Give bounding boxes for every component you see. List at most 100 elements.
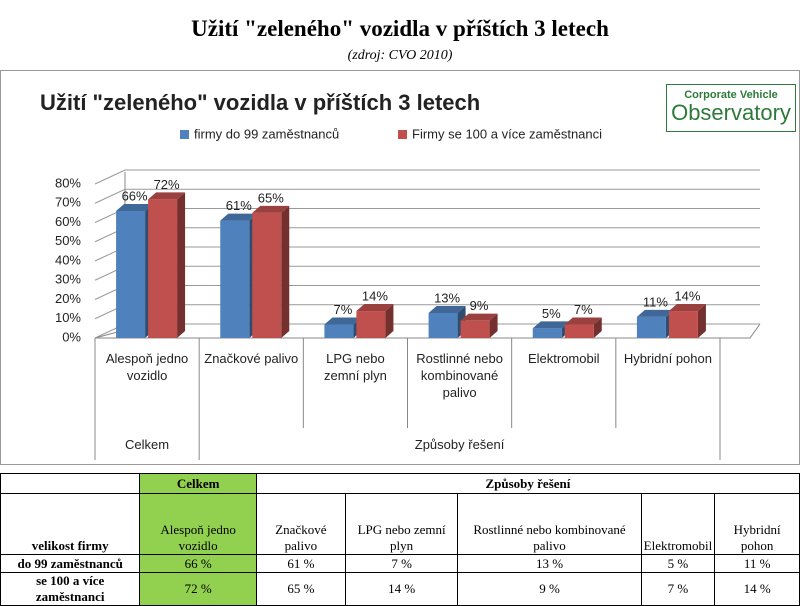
table-cell: 14 % <box>344 572 459 606</box>
legend-swatch <box>180 130 189 139</box>
bar-top <box>564 317 602 325</box>
y-tick-label: 30% <box>55 272 81 287</box>
bar-top <box>668 304 706 312</box>
bar <box>116 210 146 338</box>
column-header: velikost firmy <box>0 493 141 555</box>
bar-top <box>252 205 290 213</box>
column-header: LPG nebo zemní plyn <box>344 493 459 555</box>
y-tick-label: 20% <box>55 291 81 306</box>
logo: Corporate Vehicle Observatory <box>666 84 796 132</box>
column-header: Značkové palivo <box>255 493 346 555</box>
bar-top <box>116 203 154 211</box>
x-tick-label: Alespoň jedno vozidlo <box>105 351 189 383</box>
grid-line <box>94 208 760 223</box>
bar-top <box>636 309 674 317</box>
x-tick-label: LPG nebo zemní plyn <box>323 351 387 383</box>
grid-line <box>94 188 760 204</box>
source: (zdroj: CVO 2010) <box>347 48 453 63</box>
y-tick-label: 60% <box>55 214 81 229</box>
table-cell: 7 % <box>640 572 716 606</box>
x-tick-label: Rostlinné nebo kombinované palivo <box>416 351 503 400</box>
bar <box>636 316 666 338</box>
data-label: 66% <box>122 188 148 203</box>
group-label: Celkem <box>125 437 170 452</box>
bar-side <box>489 313 498 338</box>
data-label: 61% <box>226 198 252 213</box>
bar <box>460 320 490 338</box>
bar-top <box>148 192 186 200</box>
grid-line <box>94 246 760 262</box>
legend-label: Firmy se 100 a více zaměstnanci <box>412 126 602 141</box>
page-title: Užití "zeleného" vozidla v příštích 3 le… <box>191 16 609 41</box>
bar <box>428 312 458 338</box>
bar-top <box>532 321 570 329</box>
table-cell: 5 % <box>640 554 716 573</box>
bar <box>148 199 178 338</box>
y-tick-label: 70% <box>55 195 81 210</box>
data-label: 13% <box>434 290 460 305</box>
bar-side <box>385 304 394 338</box>
bar-top <box>428 305 466 313</box>
table-cell: 11 % <box>714 554 800 573</box>
floor <box>95 323 761 339</box>
table-header: Celkem <box>139 473 257 494</box>
logo-line: Corporate Vehicle <box>684 89 778 101</box>
bar-side <box>697 304 706 338</box>
bar <box>668 311 698 338</box>
y-tick-label: 50% <box>55 233 81 248</box>
column-header: Hybridní pohon <box>714 493 800 555</box>
grid-line <box>94 169 760 185</box>
table-cell: 9 % <box>457 572 642 606</box>
y-tick-label: 10% <box>55 310 81 325</box>
y-tick-label: 80% <box>55 175 81 190</box>
bar <box>220 220 250 338</box>
table-cell: 66 % <box>139 554 257 573</box>
table-cell: 7 % <box>344 554 459 573</box>
row-header: do 99 zaměstnanců <box>0 554 141 573</box>
group-label: Způsoby řešení <box>414 437 505 452</box>
row-header: se 100 a více zaměstnanci <box>0 572 141 606</box>
data-label: 7% <box>334 302 353 317</box>
grid-line <box>94 265 760 281</box>
y-tick-label: 0% <box>62 329 81 344</box>
table-cell: 72 % <box>139 572 257 606</box>
chart-title: Užití "zeleného" vozidla v příštích 3 le… <box>40 90 480 115</box>
data-label: 5% <box>542 306 561 321</box>
bar <box>356 311 386 338</box>
y-tick-label: 40% <box>55 252 81 267</box>
column-header: Elektromobil <box>640 493 716 555</box>
data-label: 14% <box>674 288 700 303</box>
grid-line <box>94 227 760 243</box>
bar-side <box>177 192 186 338</box>
legend-label: firmy do 99 zaměstnanců <box>194 126 339 141</box>
empty-cell <box>0 473 141 494</box>
data-label: 14% <box>362 288 388 303</box>
chart: Užití "zeleného" vozidla v příštích 3 le… <box>40 90 761 460</box>
table-cell: 14 % <box>714 572 800 606</box>
table-header: Způsoby řešení <box>255 473 800 494</box>
table-cell: 61 % <box>255 554 346 573</box>
x-tick-label: Hybridní pohon <box>623 351 712 366</box>
bar-top <box>356 304 394 312</box>
column-header: Rostlinné nebo kombinované palivo <box>457 493 642 555</box>
bar-side <box>281 205 290 338</box>
table-cell: 65 % <box>255 572 346 606</box>
data-table: Celkem Způsoby řešení velikost firmy Alesp… <box>0 473 800 606</box>
data-label: 7% <box>574 302 593 317</box>
bar <box>324 324 354 338</box>
bar <box>564 324 594 338</box>
x-tick-label: Značkové palivo <box>204 351 299 366</box>
legend-swatch <box>398 130 407 139</box>
bar-top <box>460 313 498 321</box>
data-label: 65% <box>258 190 284 205</box>
bar-top <box>324 317 362 325</box>
data-label: 72% <box>154 177 180 192</box>
x-tick-label: Elektromobil <box>527 351 600 366</box>
bar-top <box>220 213 258 221</box>
table-cell: 13 % <box>457 554 642 573</box>
data-label: 11% <box>643 294 668 309</box>
bar <box>252 212 282 338</box>
column-header: Alespoň jedno vozidlo <box>139 493 257 555</box>
data-label: 9% <box>470 298 489 313</box>
